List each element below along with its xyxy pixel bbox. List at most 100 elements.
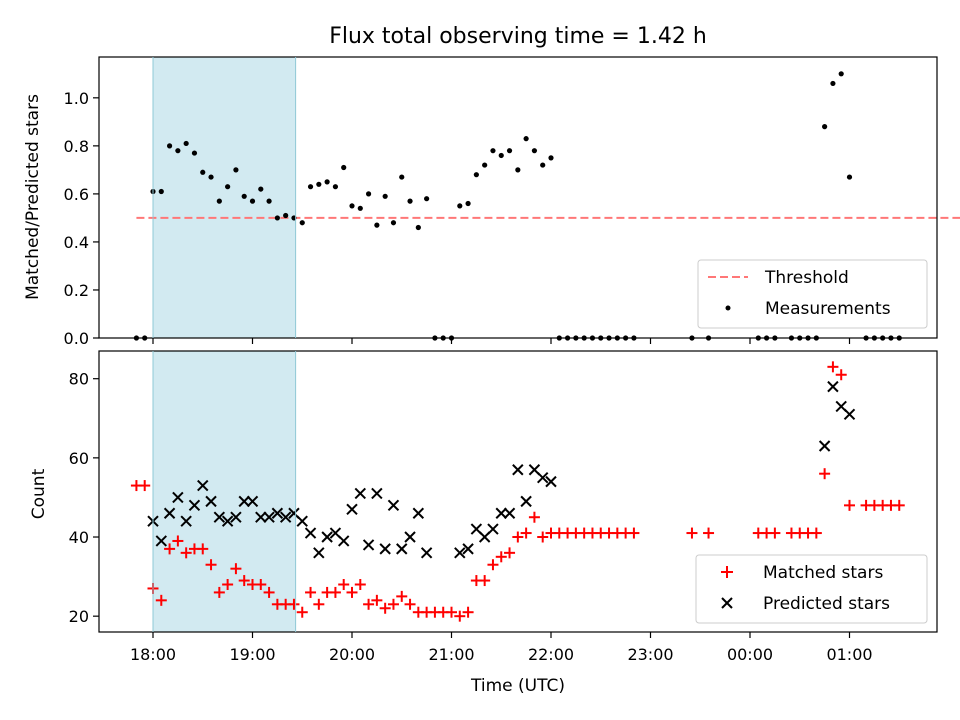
predicted-star-point <box>827 380 839 393</box>
predicted-star-point <box>404 531 416 543</box>
measurement-point <box>457 203 463 209</box>
matched-star-point <box>288 598 300 610</box>
matched-star-point <box>180 547 192 559</box>
matched-star-point <box>819 468 831 480</box>
top-shaded-interval <box>153 57 296 338</box>
top-y-axis-label: Matched/Predicted stars <box>23 94 43 300</box>
measurement-point <box>382 193 388 199</box>
matched-stars-legend-swatch <box>721 566 733 578</box>
top-y-tick-label: 0.2 <box>64 281 89 300</box>
measurements-legend-swatch <box>725 305 731 311</box>
measurement-point <box>249 198 256 204</box>
predicted-star-point <box>279 511 292 523</box>
measurement-point <box>216 198 222 204</box>
matched-star-point <box>512 531 524 543</box>
predicted-star-point <box>520 495 532 508</box>
bottom-panel: 20 40 60 80 18:00 19:00 20:00 21:00 22:00 23:00 0… <box>29 350 938 696</box>
predicted-star-point <box>205 495 217 508</box>
matched-star-point <box>504 547 516 559</box>
predicted-star-point <box>843 408 856 421</box>
bottom-shaded-interval <box>153 351 296 632</box>
bottom-y-axis-ticks: 20 40 60 80 <box>69 370 99 626</box>
bottom-y-tick-label: 80 <box>69 370 89 389</box>
top-y-tick-label: 0.4 <box>64 233 89 252</box>
predicted-star-point <box>296 515 308 527</box>
predicted-star-point <box>338 535 350 547</box>
matched-star-point <box>305 586 317 598</box>
bottom-y-tick-label: 40 <box>69 528 89 547</box>
measurement-point <box>191 150 198 156</box>
matched-star-point <box>213 586 225 598</box>
matched-star-point <box>495 551 507 563</box>
predicted-star-point <box>512 464 524 476</box>
predicted-star-point <box>238 495 250 508</box>
matched-star-point <box>296 606 308 618</box>
measurement-point <box>233 167 239 173</box>
predicted-star-point <box>537 471 549 484</box>
measurement-point <box>465 200 471 207</box>
measurement-point <box>365 191 372 197</box>
matched-star-point <box>462 606 474 618</box>
matched-star-point <box>628 527 640 539</box>
matched-star-point <box>263 586 275 598</box>
predicted-star-point <box>396 543 408 555</box>
predicted-stars-legend-swatch <box>721 597 733 609</box>
predicted-star-point <box>412 507 425 519</box>
matched-stars-points <box>130 361 905 622</box>
matched-star-point <box>255 579 267 591</box>
predicted-star-point <box>188 499 201 512</box>
predicted-star-point <box>371 487 383 500</box>
matched-star-point <box>354 579 366 591</box>
x-tick-label: 21:00 <box>428 645 474 664</box>
predicted-star-point <box>163 507 176 519</box>
predicted-star-point <box>387 499 400 512</box>
measurement-point <box>225 184 231 190</box>
matched-star-point <box>810 527 822 539</box>
matched-star-point <box>172 535 184 547</box>
measurement-point <box>515 167 521 173</box>
x-tick-label: 22:00 <box>528 645 574 664</box>
measurement-point <box>158 188 164 195</box>
measurement-point <box>200 169 206 175</box>
matched-star-point <box>446 606 457 618</box>
matched-star-point <box>703 527 715 539</box>
top-y-tick-label: 1.0 <box>64 89 89 108</box>
measurement-point <box>374 222 380 228</box>
top-x-axis-ticks <box>152 338 851 344</box>
measurement-point <box>523 136 529 142</box>
measurement-point <box>846 174 853 180</box>
threshold-legend-label: Threshold <box>764 268 849 288</box>
predicted-star-point <box>545 475 557 488</box>
matched-star-point <box>222 579 234 591</box>
measurement-point <box>506 148 513 154</box>
measurement-point <box>407 198 413 204</box>
measurement-point <box>822 124 828 130</box>
predicted-star-point <box>354 487 366 500</box>
measurement-point <box>830 80 836 87</box>
measurement-point <box>399 174 405 180</box>
measurement-point <box>208 174 214 180</box>
matched-star-point <box>396 590 408 602</box>
bottom-y-tick-label: 20 <box>69 607 89 626</box>
measurement-point <box>324 179 330 185</box>
matched-star-point <box>537 531 549 543</box>
predicted-star-point <box>454 547 466 559</box>
predicted-star-point <box>271 507 284 519</box>
matched-star-point <box>139 480 151 492</box>
matched-star-point <box>313 598 325 610</box>
top-y-axis-ticks: 0.0 0.2 0.4 0.6 0.8 1.0 <box>64 89 99 348</box>
bottom-y-tick-label: 60 <box>69 449 89 468</box>
measurement-point <box>349 203 355 209</box>
top-panel: 0.0 0.2 0.4 0.6 0.8 1.0 Matched/Predicted sta… <box>23 56 960 348</box>
matched-star-point <box>528 511 540 523</box>
matched-star-point <box>379 602 391 614</box>
matched-star-point <box>238 575 250 587</box>
matched-star-point <box>205 559 217 571</box>
measurement-point <box>241 193 247 199</box>
x-tick-label: 19:00 <box>229 645 275 664</box>
measurement-point <box>332 184 339 190</box>
measurement-point <box>183 140 189 147</box>
matched-star-point <box>479 575 491 587</box>
top-legend-box <box>697 259 928 329</box>
